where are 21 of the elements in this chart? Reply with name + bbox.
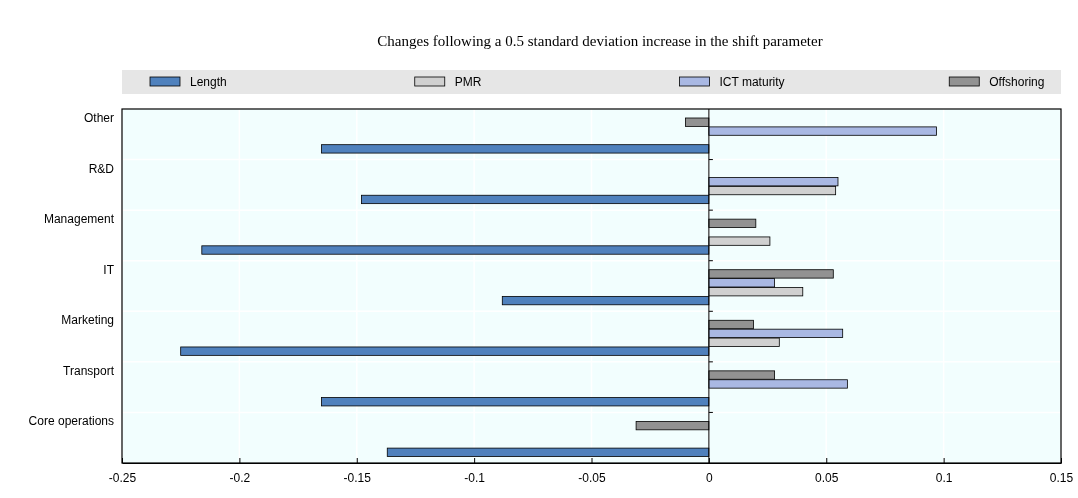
legend-label: Length	[190, 75, 227, 89]
x-tick-label: 0.15	[1049, 470, 1074, 485]
y-tick-label: Core operations	[28, 414, 114, 429]
legend-label: Offshoring	[989, 75, 1045, 89]
x-tick-label: -0.15	[343, 470, 372, 485]
y-tick-label: Management	[43, 212, 115, 227]
y-tick-label: Transport	[63, 363, 115, 378]
x-tick-label: 0	[706, 470, 714, 485]
y-tick-label: Marketing	[61, 313, 114, 328]
x-tick-label: -0.1	[464, 470, 486, 485]
y-tick-label: R&D	[88, 161, 115, 176]
x-tick-label: -0.2	[229, 470, 251, 485]
x-tick-label: 0.1	[935, 470, 953, 485]
x-tick-label: -0.25	[108, 470, 137, 485]
y-tick-label: Other	[83, 111, 114, 125]
chart-title: Changes following a 0.5 standard deviation increase in the shift parameter	[377, 33, 823, 49]
x-tick-label: 0.05	[815, 470, 839, 485]
legend-label: ICT maturity	[719, 75, 785, 89]
legend-label: PMR	[454, 75, 482, 89]
y-tick-label: IT	[103, 262, 115, 277]
x-tick-label: -0.05	[578, 470, 606, 485]
